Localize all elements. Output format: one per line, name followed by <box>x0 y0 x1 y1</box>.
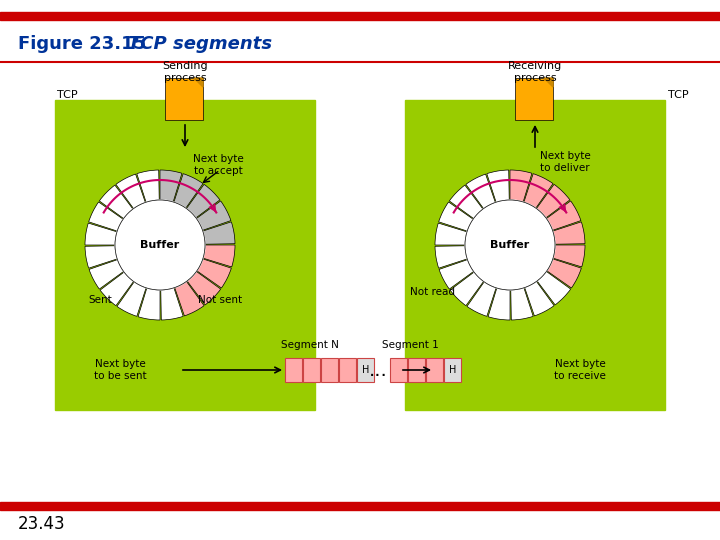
Wedge shape <box>175 281 204 316</box>
Wedge shape <box>488 288 510 320</box>
Wedge shape <box>553 222 585 244</box>
Text: TCP: TCP <box>668 90 688 100</box>
Text: Receiving
process: Receiving process <box>508 61 562 83</box>
Text: TCP: TCP <box>57 90 78 100</box>
Wedge shape <box>116 174 145 208</box>
Wedge shape <box>160 170 182 202</box>
Bar <box>426 358 443 382</box>
Text: 23.43: 23.43 <box>18 515 66 533</box>
Wedge shape <box>137 170 159 202</box>
Wedge shape <box>466 174 495 208</box>
Circle shape <box>115 200 205 290</box>
Text: H: H <box>362 365 369 375</box>
Wedge shape <box>536 184 570 218</box>
Wedge shape <box>89 260 124 289</box>
Wedge shape <box>138 288 160 320</box>
Bar <box>408 358 425 382</box>
Wedge shape <box>487 170 509 202</box>
Wedge shape <box>197 259 231 288</box>
Wedge shape <box>161 288 183 320</box>
FancyBboxPatch shape <box>165 78 203 120</box>
Wedge shape <box>203 245 235 267</box>
Wedge shape <box>85 223 117 245</box>
Wedge shape <box>450 272 484 306</box>
Wedge shape <box>99 185 133 219</box>
Wedge shape <box>439 260 474 289</box>
Bar <box>444 358 461 382</box>
Wedge shape <box>546 201 581 231</box>
Text: Next byte
to accept: Next byte to accept <box>193 154 243 176</box>
Bar <box>339 358 356 382</box>
Text: Not sent: Not sent <box>198 295 242 305</box>
Wedge shape <box>449 185 483 219</box>
Text: Segment 1: Segment 1 <box>382 340 438 350</box>
Text: Sent: Sent <box>88 295 112 305</box>
Wedge shape <box>435 223 467 245</box>
Wedge shape <box>525 281 554 316</box>
Wedge shape <box>117 282 146 316</box>
Wedge shape <box>510 288 534 320</box>
Text: Buffer: Buffer <box>490 240 530 250</box>
Text: Next byte
to be sent: Next byte to be sent <box>94 359 146 381</box>
Bar <box>321 358 338 382</box>
Text: H: H <box>449 365 456 375</box>
Wedge shape <box>203 222 235 244</box>
Wedge shape <box>85 246 117 268</box>
Text: Next byte
to deliver: Next byte to deliver <box>539 151 590 173</box>
Wedge shape <box>524 174 553 208</box>
Wedge shape <box>553 245 585 267</box>
Bar <box>303 358 320 382</box>
Circle shape <box>465 200 555 290</box>
Bar <box>55 100 315 410</box>
Wedge shape <box>174 174 203 208</box>
Bar <box>285 358 302 382</box>
Text: Segment N: Segment N <box>281 340 339 350</box>
Wedge shape <box>197 201 231 231</box>
Bar <box>390 358 407 382</box>
Wedge shape <box>510 170 532 202</box>
Text: Next byte
to receive: Next byte to receive <box>554 359 606 381</box>
Wedge shape <box>187 272 220 305</box>
Wedge shape <box>435 246 467 268</box>
Wedge shape <box>547 259 581 288</box>
Bar <box>0 502 720 510</box>
Wedge shape <box>89 202 123 231</box>
Wedge shape <box>537 272 571 305</box>
Text: Sending
process: Sending process <box>162 61 208 83</box>
Bar <box>405 100 665 410</box>
Text: Figure 23.15: Figure 23.15 <box>18 35 146 53</box>
Text: Not read: Not read <box>410 287 454 297</box>
Wedge shape <box>100 272 133 306</box>
Polygon shape <box>544 78 553 87</box>
Wedge shape <box>467 282 496 316</box>
FancyBboxPatch shape <box>515 78 553 120</box>
Bar <box>357 358 374 382</box>
Wedge shape <box>186 184 220 218</box>
Polygon shape <box>194 78 203 87</box>
Text: ...: ... <box>369 361 387 380</box>
Text: Buffer: Buffer <box>140 240 179 250</box>
Text: TCP segments: TCP segments <box>128 35 272 53</box>
Wedge shape <box>438 202 473 231</box>
Bar <box>0 12 720 20</box>
